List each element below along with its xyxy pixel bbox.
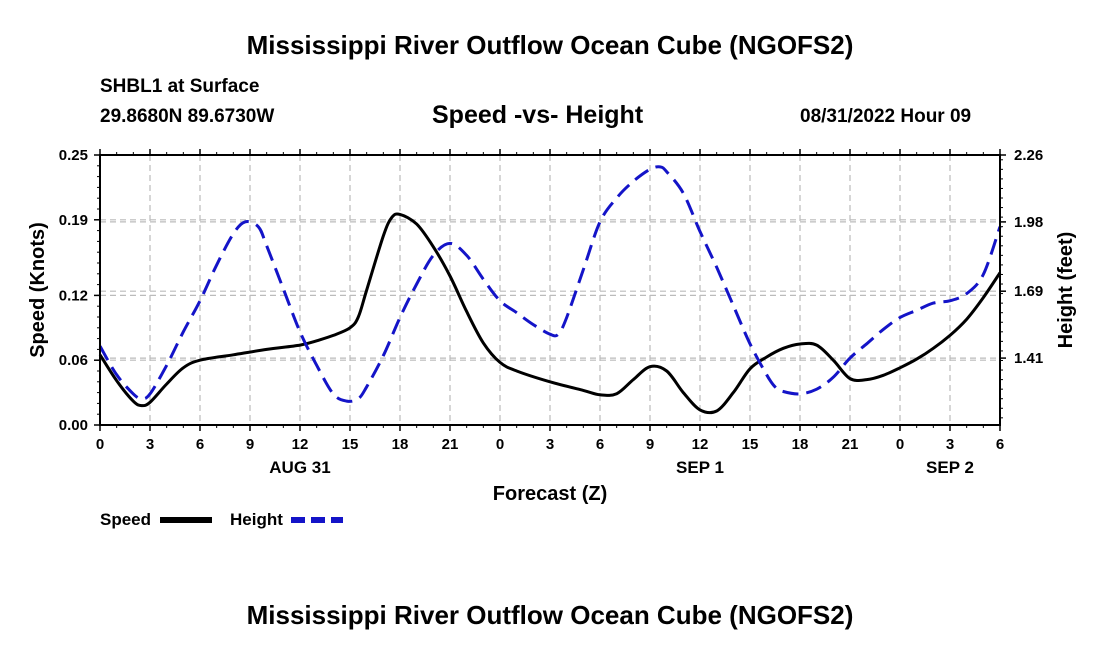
y-axis-title: Speed (Knots) — [27, 222, 49, 358]
x-tick-label: 18 — [392, 436, 409, 453]
y-tick-label: 0.06 — [59, 352, 88, 369]
date-label: SEP 2 — [926, 458, 974, 477]
x-tick-label: 18 — [792, 436, 809, 453]
legend-label-height: Height — [230, 510, 283, 529]
x-tick-label: 12 — [292, 436, 309, 453]
footer-title: Mississippi River Outflow Ocean Cube (NG… — [246, 600, 854, 630]
x-tick-label: 0 — [496, 436, 504, 453]
x-tick-label: 6 — [596, 436, 604, 453]
y-tick-label: 0.19 — [59, 212, 88, 229]
y2-tick-label: 2.26 — [1014, 147, 1043, 164]
x-tick-label: 15 — [342, 436, 359, 453]
station-name: SHBL1 at Surface — [100, 76, 260, 97]
x-tick-label: 15 — [742, 436, 759, 453]
y2-tick-label: 1.69 — [1014, 283, 1043, 300]
forecast-datetime: 08/31/2022 Hour 09 — [800, 106, 972, 127]
x-tick-label: 0 — [96, 436, 104, 453]
x-tick-label: 21 — [442, 436, 459, 453]
y-tick-label: 0.12 — [59, 287, 88, 304]
x-tick-label: 6 — [196, 436, 204, 453]
legend: Speed Height — [100, 510, 343, 529]
y-tick-label: 0.00 — [59, 417, 88, 434]
y2-tick-label: 1.41 — [1014, 350, 1043, 367]
y2-axis-title: Height (feet) — [1055, 232, 1077, 349]
y2-tick-label: 1.98 — [1014, 214, 1043, 231]
date-label: AUG 31 — [269, 458, 330, 477]
axis-labels: 0 3 6 9 12 15 18 21 0 3 6 9 12 15 18 21 0 3 6 AUG 31 SEP 1 SE… — [27, 147, 1077, 505]
x-tick-label: 3 — [946, 436, 954, 453]
x-tick-label: 9 — [246, 436, 254, 453]
station-coordinates: 29.8680N 89.6730W — [100, 106, 275, 127]
series-line-speed — [98, 212, 1002, 415]
series-line-height — [98, 165, 1002, 403]
chart-subtitle: Speed -vs- Height — [432, 101, 644, 129]
chart-main-title: Mississippi River Outflow Ocean Cube (NG… — [246, 30, 854, 60]
x-tick-label: 0 — [896, 436, 904, 453]
series-lines — [98, 165, 1002, 415]
legend-label-speed: Speed — [100, 510, 151, 529]
x-tick-label: 6 — [996, 436, 1004, 453]
grid-lines — [100, 154, 1000, 425]
x-tick-label: 12 — [692, 436, 709, 453]
x-tick-label: 9 — [646, 436, 654, 453]
date-label: SEP 1 — [676, 458, 724, 477]
x-tick-label: 3 — [546, 436, 554, 453]
y-tick-label: 0.25 — [59, 147, 88, 164]
x-tick-label: 21 — [842, 436, 859, 453]
axes — [94, 149, 1006, 431]
x-axis-title: Forecast (Z) — [493, 483, 607, 505]
x-tick-label: 3 — [146, 436, 154, 453]
